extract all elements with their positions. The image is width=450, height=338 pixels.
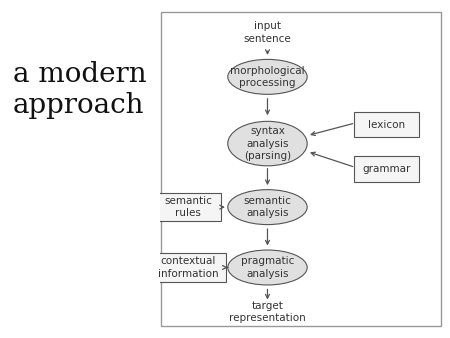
FancyBboxPatch shape <box>354 112 419 137</box>
Ellipse shape <box>228 59 307 94</box>
Text: semantic
rules: semantic rules <box>164 196 212 218</box>
Text: pragmatic
analysis: pragmatic analysis <box>241 256 294 279</box>
Text: syntax
analysis
(parsing): syntax analysis (parsing) <box>244 126 291 161</box>
Text: lexicon: lexicon <box>368 120 405 129</box>
FancyBboxPatch shape <box>354 156 419 182</box>
Text: target
representation: target representation <box>229 301 306 323</box>
Text: input
sentence: input sentence <box>243 21 291 44</box>
FancyBboxPatch shape <box>150 253 226 282</box>
Ellipse shape <box>228 250 307 285</box>
FancyBboxPatch shape <box>156 193 220 221</box>
Text: morphological
processing: morphological processing <box>230 66 305 88</box>
Text: semantic
analysis: semantic analysis <box>243 196 292 218</box>
Text: grammar: grammar <box>362 164 411 174</box>
Text: contextual
information: contextual information <box>158 256 218 279</box>
FancyBboxPatch shape <box>161 13 441 326</box>
Ellipse shape <box>228 190 307 224</box>
Ellipse shape <box>228 121 307 166</box>
Text: a modern
approach: a modern approach <box>13 61 146 119</box>
